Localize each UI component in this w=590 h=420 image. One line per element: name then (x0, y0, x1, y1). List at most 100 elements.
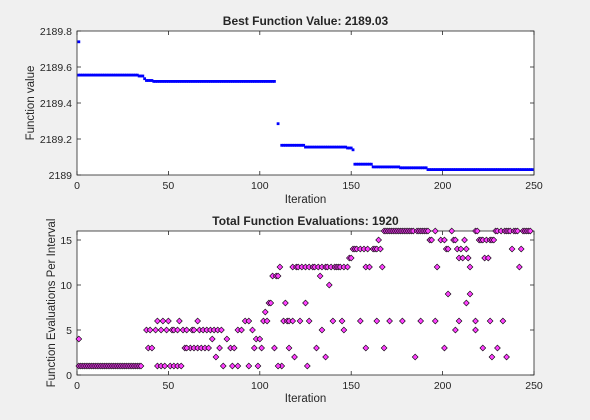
evaluations-title: Total Function Evaluations: 1920 (212, 214, 399, 228)
best-value-point (349, 146, 353, 150)
best-value-point (444, 168, 448, 171)
best-value-point (201, 80, 205, 83)
best-value-point (477, 168, 481, 171)
evaluations-point (325, 281, 333, 289)
evaluations-point (165, 317, 172, 325)
best-value-point (265, 80, 269, 83)
best-value-point (333, 145, 337, 149)
best-value-point (443, 168, 446, 171)
evaluations-point (216, 344, 223, 352)
best-value-point (450, 168, 454, 171)
best-value-point (419, 166, 423, 170)
evaluations-point (431, 317, 439, 325)
best-value-point (232, 80, 236, 83)
best-value-point (422, 166, 426, 170)
evaluations-point (190, 326, 198, 334)
evaluations-point (261, 308, 269, 316)
best-value-point (470, 168, 474, 171)
best-value-point (397, 165, 401, 169)
evaluations-point (174, 326, 181, 334)
best-value-point (124, 73, 128, 77)
best-value-point (146, 79, 150, 82)
evaluations-point (441, 236, 448, 244)
best-value-point (243, 80, 247, 83)
best-value-point (501, 168, 505, 171)
best-value-point (525, 168, 529, 171)
best-value-ticks: 0 50 100 150 200 250 2189 2189.2 2189.4 2189.6 218… (40, 26, 543, 192)
evaluations-point (146, 326, 154, 334)
best-value-point (77, 40, 81, 44)
best-value-point (185, 80, 189, 83)
best-value-point (192, 80, 196, 83)
best-value-point (307, 145, 311, 149)
evaluations-point (258, 344, 265, 352)
best-value-point (258, 80, 262, 83)
best-value-point (357, 162, 360, 166)
best-value-point (123, 73, 126, 77)
evaluations-point (263, 317, 271, 325)
best-value-point (384, 165, 388, 169)
best-value-point (516, 168, 519, 171)
best-value-y-tick-label: 2189.6 (40, 62, 72, 74)
best-value-point (344, 145, 348, 149)
evaluations-point (375, 236, 382, 244)
evaluations-point (424, 227, 432, 235)
best-value-point (497, 168, 501, 171)
evaluations-point (305, 317, 313, 325)
evaluations-point (313, 344, 320, 352)
best-value-point (435, 168, 439, 171)
best-value-point (368, 162, 371, 166)
best-value-point (488, 168, 492, 171)
evaluations-point (417, 317, 424, 325)
best-value-point (463, 168, 466, 171)
best-value-point (479, 168, 483, 171)
best-value-point (205, 80, 209, 83)
best-value-point (110, 73, 114, 77)
best-value-point (161, 80, 165, 83)
best-value-point (316, 145, 320, 149)
evaluations-point (177, 362, 185, 370)
best-value-point (298, 143, 302, 147)
best-value-point (399, 166, 402, 170)
evaluations-point (159, 317, 167, 325)
evaluations-point (285, 344, 293, 352)
best-value-point (267, 80, 271, 83)
best-value-point (346, 146, 349, 150)
best-value-point (459, 168, 463, 171)
evaluations-point (329, 317, 337, 325)
evaluations-point (256, 335, 264, 343)
evaluations-point (274, 362, 282, 370)
best-value-point (117, 73, 121, 77)
evaluations-point (347, 254, 355, 262)
best-value-point (145, 79, 148, 82)
best-value-point (163, 80, 167, 83)
best-value-point (230, 80, 234, 83)
best-value-point (156, 80, 159, 83)
best-value-point (441, 168, 444, 171)
evaluations-point (208, 335, 216, 343)
evaluations-y-label: Function Evaluations Per Interval (46, 219, 58, 388)
best-value-point (296, 143, 300, 147)
best-value-point (263, 80, 267, 83)
best-value-point (81, 73, 84, 77)
best-value-series (77, 40, 534, 171)
evaluations-point (161, 362, 169, 370)
best-value-point (227, 80, 231, 83)
best-value-point (225, 80, 229, 83)
best-value-point (337, 145, 340, 149)
best-value-point (474, 168, 477, 171)
evaluations-point (472, 326, 479, 334)
best-value-point (269, 80, 273, 83)
best-value-point (448, 168, 452, 171)
best-value-point (207, 80, 211, 83)
best-value-point (165, 80, 168, 83)
evaluations-point (340, 326, 348, 334)
best-value-point (377, 165, 381, 169)
best-value-point (446, 168, 450, 171)
best-value-point (289, 143, 293, 147)
evaluations-point (274, 272, 282, 280)
best-value-point (172, 80, 176, 83)
best-value-point (391, 165, 395, 169)
evaluations-point (455, 317, 463, 325)
